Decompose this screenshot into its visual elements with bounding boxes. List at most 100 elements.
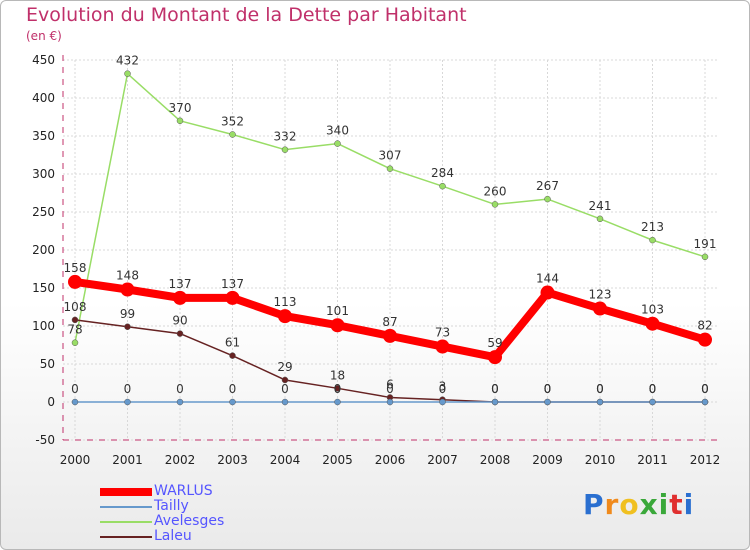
data-label-warlus: 137 — [221, 277, 244, 291]
point-avelesges — [281, 146, 289, 153]
data-label-laleu: 0 — [544, 382, 552, 396]
x-tick-label: 2001 — [112, 453, 143, 467]
data-label-laleu: 61 — [225, 336, 240, 350]
y-tick-label: 150 — [32, 281, 55, 295]
data-label-tailly: 0 — [229, 382, 237, 396]
legend-swatch-warlus — [100, 487, 152, 496]
x-tick-label: 2006 — [375, 453, 406, 467]
data-label-warlus: 59 — [487, 336, 502, 350]
data-label-tailly: 0 — [386, 382, 394, 396]
chart-unit: (en €) — [26, 29, 62, 43]
data-label-laleu: 99 — [120, 307, 135, 321]
y-tick-label: 400 — [32, 91, 55, 105]
point-laleu — [229, 352, 236, 359]
data-label-tailly: 0 — [71, 382, 79, 396]
point-avelesges — [439, 182, 446, 190]
data-label-avelesges: 340 — [326, 124, 349, 138]
grid — [63, 59, 718, 441]
x-tick-label: 2002 — [165, 453, 196, 467]
y-tick-label: 300 — [32, 167, 55, 181]
data-label-warlus: 82 — [697, 319, 712, 333]
point-tailly — [439, 398, 446, 406]
data-label-avelesges: 267 — [536, 179, 559, 193]
x-tick-label: 2007 — [427, 453, 458, 467]
data-label-warlus: 123 — [589, 288, 612, 302]
point-avelesges — [544, 195, 551, 203]
legend-label-tailly: Tailly — [154, 498, 189, 514]
point-laleu — [334, 385, 341, 392]
x-tick-label: 2009 — [532, 453, 563, 467]
point-avelesges — [124, 70, 131, 77]
data-label-warlus: 73 — [435, 326, 450, 340]
data-label-warlus: 101 — [326, 304, 349, 318]
data-label-avelesges: 352 — [221, 114, 244, 128]
point-warlus — [173, 290, 187, 305]
data-label-warlus: 137 — [169, 277, 192, 291]
point-warlus — [330, 318, 345, 333]
x-tick-label: 2012 — [690, 453, 721, 467]
y-tick-label: 50 — [40, 357, 55, 371]
point-warlus — [278, 309, 292, 324]
point-laleu — [176, 330, 184, 337]
data-label-warlus: 144 — [536, 272, 559, 286]
point-warlus — [435, 339, 450, 354]
y-tick-label: 200 — [32, 243, 55, 257]
legend-item-warlus[interactable]: WARLUS — [100, 484, 224, 499]
data-label-tailly: 0 — [281, 382, 289, 396]
point-tailly — [281, 398, 289, 406]
point-warlus — [68, 274, 82, 289]
legend-swatch-avelesges — [100, 520, 152, 523]
legend-swatch-tailly — [100, 505, 152, 508]
data-label-tailly: 0 — [649, 382, 657, 396]
data-label-tailly: 0 — [596, 382, 604, 396]
point-avelesges — [386, 165, 394, 172]
point-warlus — [540, 285, 555, 300]
data-label-laleu: 6 — [386, 377, 394, 391]
point-laleu — [124, 323, 131, 331]
proxiti-logo: Proxiti — [583, 488, 695, 521]
data-label-warlus: 148 — [116, 269, 139, 283]
point-avelesges — [71, 339, 79, 346]
x-tick-label: 2005 — [322, 453, 353, 467]
legend: WARLUS Tailly Avelesges Laleu — [100, 484, 224, 544]
point-tailly — [701, 398, 709, 406]
data-label-tailly: 0 — [701, 382, 709, 396]
data-label-avelesges: 260 — [484, 184, 507, 198]
data-label-avelesges: 307 — [379, 149, 402, 163]
point-avelesges — [701, 253, 709, 261]
data-label-laleu: 0 — [701, 382, 709, 396]
y-tick-label: 450 — [32, 53, 55, 67]
point-avelesges — [649, 236, 656, 244]
legend-item-tailly[interactable]: Tailly — [100, 499, 224, 514]
data-label-warlus: 103 — [641, 303, 664, 317]
point-tailly — [124, 398, 131, 406]
y-tick-label: 0 — [47, 395, 55, 409]
data-label-avelesges: 332 — [274, 130, 297, 144]
data-label-tailly: 0 — [491, 382, 499, 396]
x-tick-label: 2010 — [585, 453, 616, 467]
data-label-avelesges: 370 — [169, 101, 192, 115]
point-tailly — [386, 398, 394, 406]
point-warlus — [698, 332, 712, 347]
point-warlus — [593, 301, 607, 316]
data-label-laleu: 29 — [277, 360, 292, 374]
data-label-tailly: 0 — [544, 382, 552, 396]
point-tailly — [544, 398, 551, 406]
data-label-avelesges: 241 — [589, 199, 612, 213]
point-warlus — [383, 328, 397, 343]
data-label-tailly: 0 — [439, 382, 447, 396]
y-tick-label: 350 — [32, 129, 55, 143]
legend-item-laleu[interactable]: Laleu — [100, 529, 224, 544]
x-tick-label: 2003 — [217, 453, 248, 467]
legend-item-avelesges[interactable]: Avelesges — [100, 514, 224, 529]
point-avelesges — [334, 140, 341, 147]
data-label-laleu: 0 — [649, 382, 657, 396]
point-tailly — [334, 398, 341, 406]
data-label-warlus: 87 — [382, 315, 397, 329]
x-tick-label: 2008 — [480, 453, 511, 467]
data-label-avelesges: 213 — [641, 220, 664, 234]
point-tailly — [176, 398, 184, 406]
point-avelesges — [176, 117, 184, 125]
